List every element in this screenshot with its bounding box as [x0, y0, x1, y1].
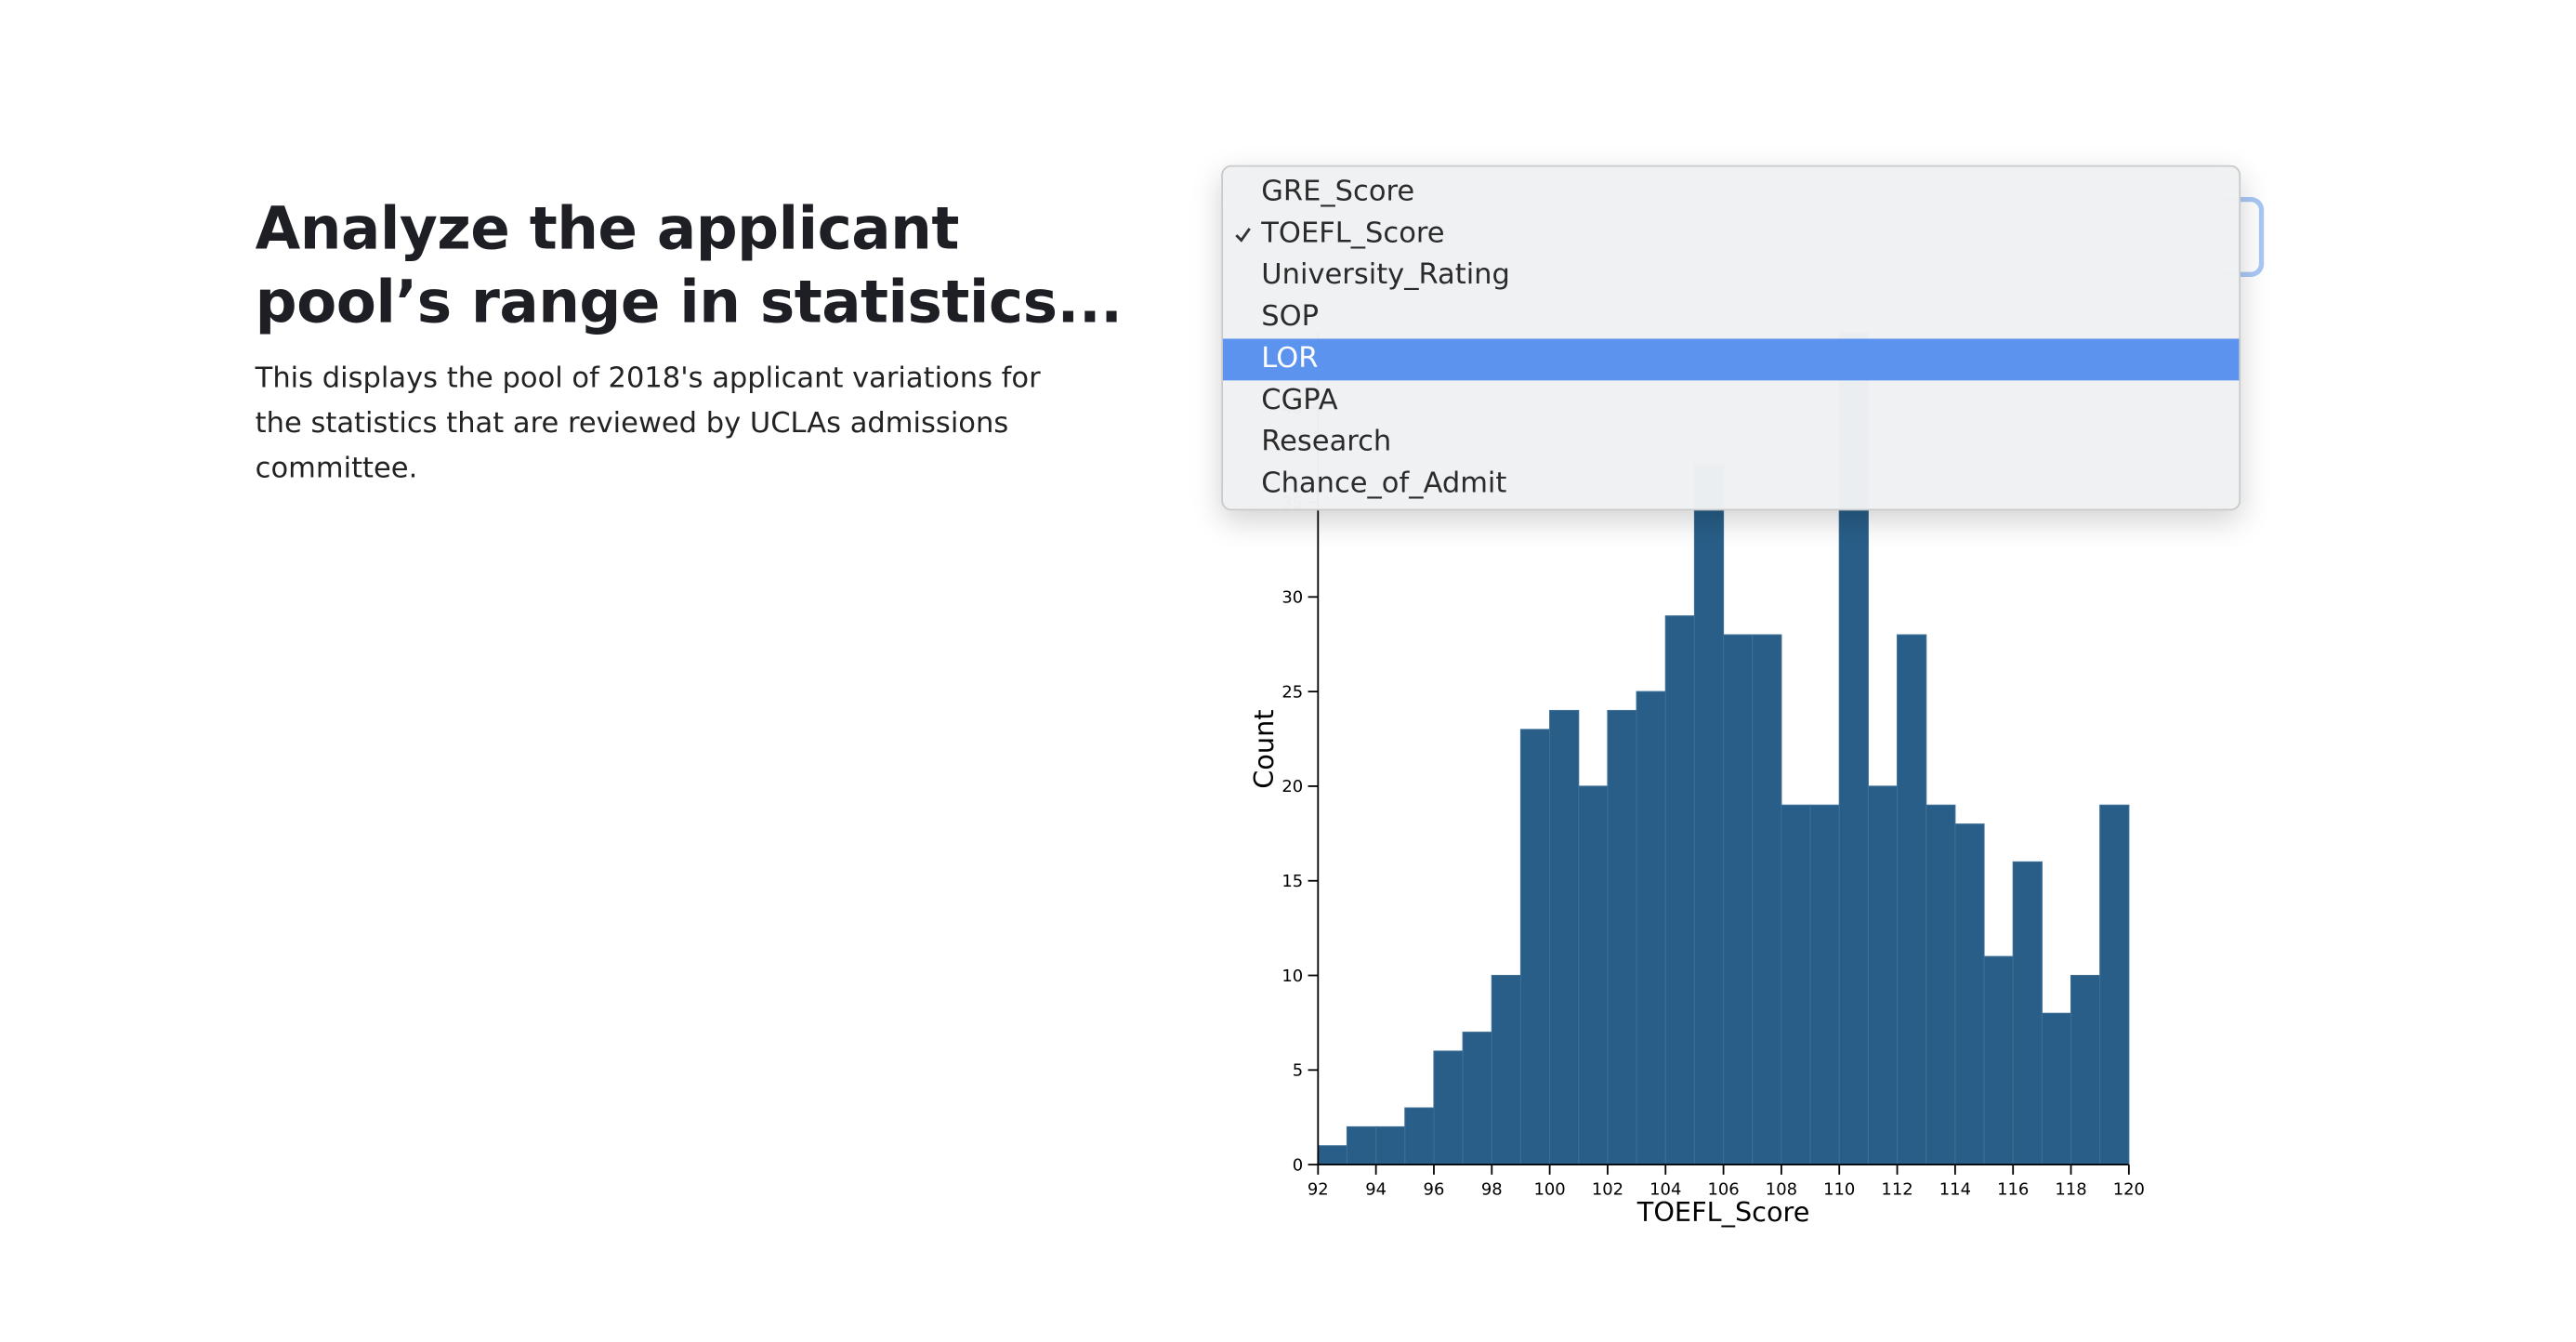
x-tick-label: 94 [1365, 1179, 1387, 1199]
bar [1346, 1125, 1377, 1165]
y-tick-label: 20 [1281, 777, 1303, 796]
x-tick-label: 92 [1308, 1179, 1329, 1199]
check-icon [1235, 228, 1251, 243]
dropdown-option[interactable]: CGPA [1261, 383, 1338, 417]
x-tick-label: 96 [1424, 1179, 1445, 1199]
bar [1954, 823, 1985, 1165]
dropdown-option[interactable]: GRE_Score [1261, 175, 1415, 209]
bar [1809, 804, 1840, 1165]
x-tick-label: 110 [1823, 1179, 1855, 1199]
bar [2070, 975, 2101, 1165]
bar [1433, 1050, 1464, 1165]
x-tick-label: 102 [1592, 1179, 1623, 1199]
y-tick-label: 0 [1293, 1155, 1303, 1175]
bar [1491, 975, 1521, 1165]
x-tick-label: 98 [1481, 1179, 1503, 1199]
bar [2099, 804, 2130, 1165]
y-axis-label: Count [1248, 709, 1280, 788]
dropdown-option[interactable]: LOR [1222, 338, 2240, 381]
dropdown-option[interactable]: Chance_of_Admit [1261, 467, 1507, 501]
bar [1549, 709, 1580, 1165]
bar [1462, 1032, 1492, 1165]
x-tick-label: 118 [2055, 1179, 2086, 1199]
bar [1723, 634, 1754, 1165]
x-tick-label: 120 [2113, 1179, 2145, 1199]
dropdown-option[interactable]: TOEFL_Score [1223, 214, 2239, 256]
x-tick-label: 108 [1766, 1179, 1797, 1199]
page-description: This displays the pool of 2018's applica… [255, 362, 1041, 486]
bar [1983, 955, 2014, 1165]
bar [1317, 1145, 1348, 1165]
dropdown-option[interactable]: SOP [1261, 300, 1320, 335]
bar [2012, 861, 2043, 1165]
y-tick-label: 5 [1293, 1061, 1303, 1081]
y-tick-label: 10 [1281, 967, 1303, 986]
bar [1867, 785, 1899, 1165]
dropdown-menu: GRE_Score TOEFL_Score University_Rating … [1221, 164, 2241, 511]
bar [2041, 1012, 2072, 1165]
x-tick-label: 114 [1939, 1179, 1971, 1199]
x-tick-label: 104 [1649, 1179, 1681, 1199]
bar [1404, 1107, 1435, 1165]
bar [1897, 634, 1927, 1165]
bar [1607, 709, 1637, 1165]
x-tick-label: 112 [1881, 1179, 1912, 1199]
x-tick-label: 100 [1533, 1179, 1565, 1199]
x-axis-label: TOEFL_Score [1636, 1196, 1810, 1228]
page-title: Analyze the applicant pool’s range in st… [255, 196, 1123, 337]
dropdown-option[interactable]: Research [1261, 425, 1392, 459]
bar [1752, 634, 1782, 1165]
y-tick-label: 25 [1281, 682, 1303, 702]
bar [1925, 804, 1956, 1165]
option-text: TOEFL_Score [1261, 217, 1445, 251]
bar [1519, 729, 1551, 1165]
dropdown-option[interactable]: University_Rating [1261, 258, 1510, 293]
bar [1781, 804, 1811, 1165]
bar [1375, 1125, 1406, 1165]
x-tick-label: 116 [1997, 1179, 2029, 1199]
x-tick-label: 106 [1707, 1179, 1739, 1199]
y-tick-label: 30 [1281, 588, 1303, 608]
y-tick-label: 15 [1281, 872, 1303, 891]
bar [1636, 691, 1666, 1165]
bar [1693, 464, 1725, 1165]
bar [1578, 785, 1609, 1165]
bar [1664, 615, 1695, 1165]
